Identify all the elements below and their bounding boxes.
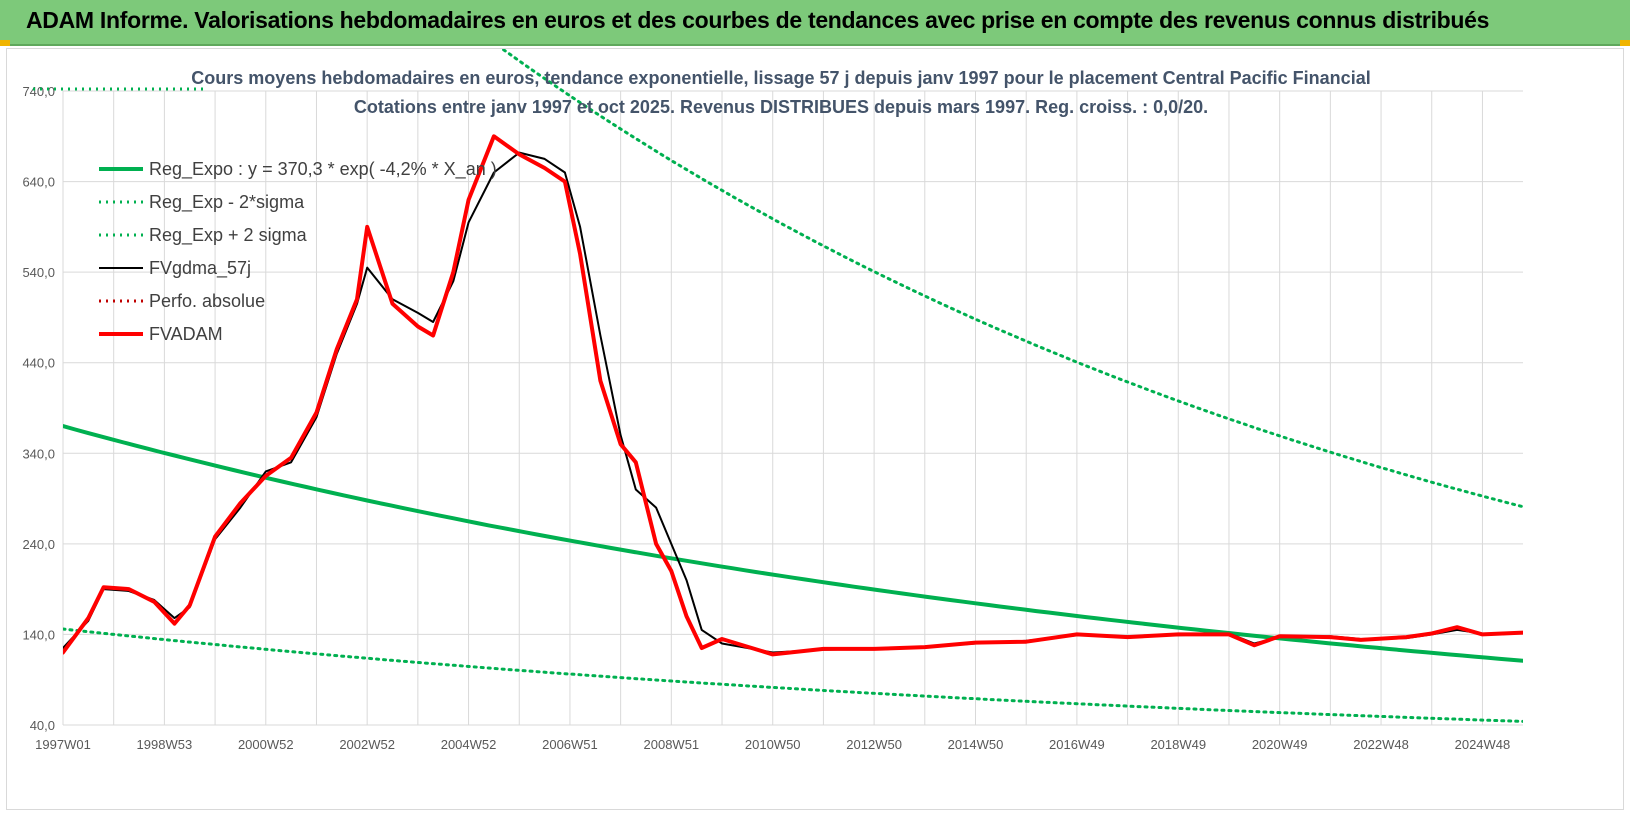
chart-title-line-2: Cotations entre janv 1997 et oct 2025. R… <box>354 97 1208 117</box>
axes: 40,0 140,0 240,0 340,0 440,0 540,0 640,0 740,0 1… <box>22 84 1510 752</box>
x-tick-label: 2000W52 <box>238 737 294 752</box>
legend-label: Reg_Exp - 2*sigma <box>149 192 305 213</box>
x-tick-label: 2022W48 <box>1353 737 1409 752</box>
grid <box>62 90 1523 726</box>
y-tick-label: 640,0 <box>22 175 55 190</box>
x-tick-label: 2014W50 <box>948 737 1004 752</box>
series-line-reg-expo-y-370-3-exp-4-2-x-an <box>63 424 1523 663</box>
y-tick-label: 240,0 <box>22 537 55 552</box>
y-tick-label: 40,0 <box>30 718 55 733</box>
legend-label: FVADAM <box>149 324 223 344</box>
series-lines <box>33 49 1523 723</box>
series-line-reg-exp-2-sigma <box>63 627 1523 723</box>
x-tick-label: 2010W50 <box>745 737 801 752</box>
x-tick-label: 2008W51 <box>644 737 700 752</box>
series-line-fvadam <box>63 134 1523 657</box>
x-tick-label: 2016W49 <box>1049 737 1105 752</box>
legend-label: Reg_Expo : y = 370,3 * exp( -4,2% * X_an… <box>149 159 497 180</box>
x-tick-label: 2002W52 <box>339 737 395 752</box>
legend: Reg_Expo : y = 370,3 * exp( -4,2% * X_an… <box>99 159 497 344</box>
banner-corner-right <box>1620 40 1630 46</box>
report-title: ADAM Informe. Valorisations hebdomadaire… <box>26 7 1490 33</box>
legend-label: Perfo. absolue <box>149 291 265 311</box>
x-tick-label: 2004W52 <box>441 737 497 752</box>
x-tick-label: 2018W49 <box>1150 737 1206 752</box>
chart-title-line-1: Cours moyens hebdomadaires en euros, ten… <box>191 68 1370 88</box>
line-chart: 40,0 140,0 240,0 340,0 440,0 540,0 640,0 740,0 1… <box>22 49 1523 752</box>
x-tick-label: 2024W48 <box>1455 737 1511 752</box>
y-tick-label: 740,0 <box>22 84 55 99</box>
banner-corner-left <box>0 40 10 46</box>
report-banner: ADAM Informe. Valorisations hebdomadaire… <box>0 0 1630 46</box>
y-tick-label: 140,0 <box>22 627 55 642</box>
chart-area: 40,0 140,0 240,0 340,0 440,0 540,0 640,0 740,0 1… <box>6 48 1624 810</box>
y-tick-label: 440,0 <box>22 356 55 371</box>
legend-label: Reg_Exp + 2 sigma <box>149 225 308 246</box>
x-tick-label: 2012W50 <box>846 737 902 752</box>
x-tick-label: 2020W49 <box>1252 737 1308 752</box>
x-tick-label: 1998W53 <box>137 737 193 752</box>
x-tick-label: 1997W01 <box>35 737 91 752</box>
series-line-reg-exp-2-sigma <box>499 49 1523 509</box>
x-tick-label: 2006W51 <box>542 737 598 752</box>
y-tick-label: 540,0 <box>22 265 55 280</box>
legend-label: FVgdma_57j <box>149 258 251 279</box>
y-tick-label: 340,0 <box>22 446 55 461</box>
